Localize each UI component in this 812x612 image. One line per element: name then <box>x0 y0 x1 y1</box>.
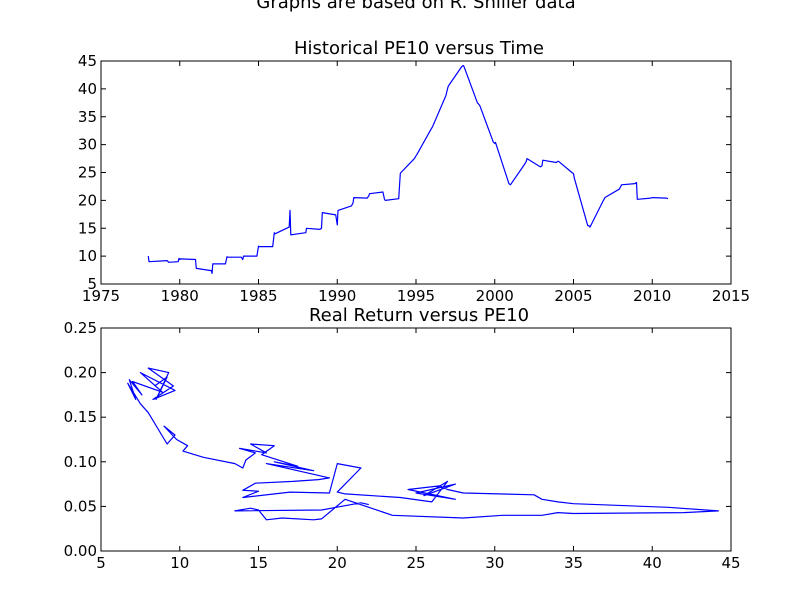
x-tick-label: 1990 <box>318 287 356 305</box>
x-tick-label: 1985 <box>239 287 277 305</box>
x-tick-label: 2015 <box>712 287 750 305</box>
x-tick-label: 1980 <box>161 287 199 305</box>
figure-suptitle: Graphs are based on R. Shiller data <box>256 0 575 13</box>
y-tick-label: 25 <box>78 164 97 182</box>
x-tick-label: 10 <box>170 554 189 572</box>
y-tick-label: 0.00 <box>64 542 97 560</box>
y-tick-label: 20 <box>78 191 97 209</box>
x-tick-label: 45 <box>721 554 740 572</box>
y-tick-label: 0.25 <box>64 319 97 337</box>
chart-title: Real Return versus PE10 <box>309 305 529 326</box>
data-series-line <box>147 64 669 274</box>
x-tick-label: 35 <box>564 554 583 572</box>
x-tick-label: 40 <box>643 554 662 572</box>
y-tick-label: 5 <box>87 275 97 293</box>
y-tick-label: 10 <box>78 247 97 265</box>
y-tick-label: 0.05 <box>64 497 97 515</box>
x-tick-label: 2010 <box>633 287 671 305</box>
plot-frame <box>100 60 732 285</box>
x-tick-label: 1995 <box>397 287 435 305</box>
y-tick-label: 45 <box>78 52 97 70</box>
x-tick-label: 1975 <box>82 287 120 305</box>
x-tick-label: 30 <box>485 554 504 572</box>
data-series-line <box>127 367 720 521</box>
y-tick-label: 15 <box>78 219 97 237</box>
y-tick-label: 35 <box>78 108 97 126</box>
y-tick-label: 0.10 <box>64 453 97 471</box>
x-tick-label: 5 <box>96 554 106 572</box>
y-tick-label: 0.15 <box>64 408 97 426</box>
x-tick-label: 25 <box>406 554 425 572</box>
return-pe10-chart: Real Return versus PE10 5 10 15 20 25 30 35 40 4… <box>64 305 741 572</box>
chart-title: Historical PE10 versus Time <box>294 38 544 59</box>
x-tick-label: 2000 <box>476 287 514 305</box>
y-tick-label: 40 <box>78 80 97 98</box>
plot-frame <box>100 327 732 552</box>
x-tick-label: 15 <box>249 554 268 572</box>
x-tick-label: 20 <box>328 554 347 572</box>
y-tick-label: 0.20 <box>64 364 97 382</box>
x-tick-label: 2005 <box>554 287 592 305</box>
y-tick-label: 30 <box>78 136 97 154</box>
pe10-time-chart: Historical PE10 versus Time 1975 1980 1985… <box>78 38 750 305</box>
